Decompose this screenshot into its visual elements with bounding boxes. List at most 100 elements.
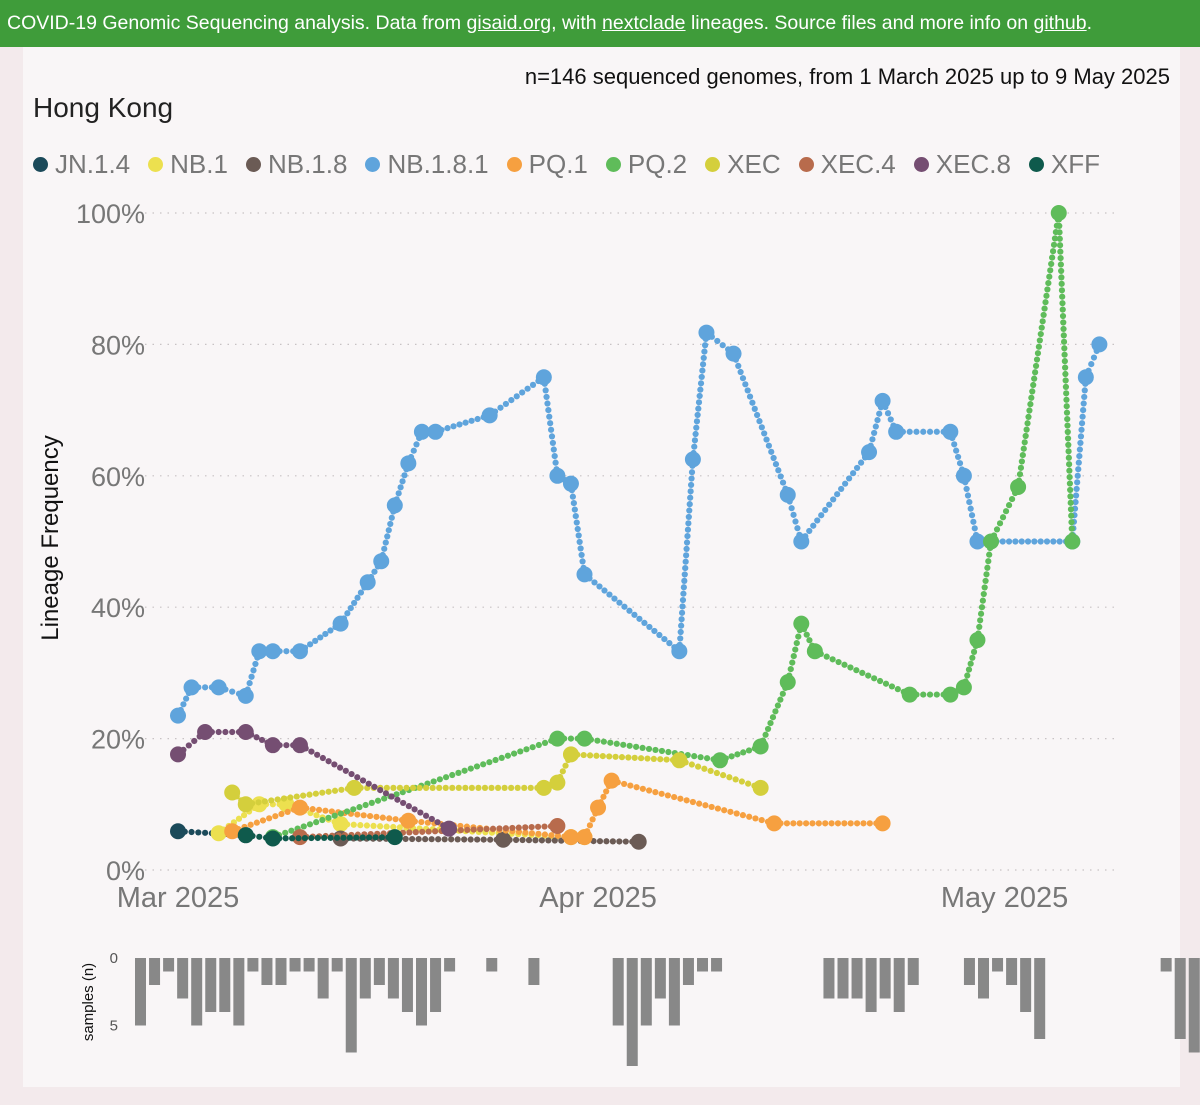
legend-item[interactable]: NB.1.8 — [245, 149, 347, 180]
data-point[interactable] — [549, 817, 566, 834]
data-point[interactable] — [806, 643, 823, 660]
data-point[interactable] — [1077, 369, 1094, 386]
data-point[interactable] — [793, 615, 810, 632]
data-point[interactable] — [373, 553, 390, 570]
legend-item[interactable]: NB.1.8.1 — [365, 149, 489, 180]
data-point[interactable] — [481, 407, 498, 424]
legend-item[interactable]: NB.1 — [148, 149, 228, 180]
data-point[interactable] — [413, 423, 430, 440]
data-point[interactable] — [224, 823, 241, 840]
data-point[interactable] — [942, 686, 959, 703]
data-point[interactable] — [955, 679, 972, 696]
data-point[interactable] — [386, 829, 403, 846]
data-point[interactable] — [549, 467, 566, 484]
line-dot — [742, 381, 749, 388]
data-point[interactable] — [183, 679, 200, 696]
line-dot — [664, 792, 671, 799]
data-point[interactable] — [779, 486, 796, 503]
data-point[interactable] — [210, 825, 227, 842]
sample-bar — [1020, 958, 1032, 1012]
data-point[interactable] — [590, 799, 607, 816]
data-point[interactable] — [1064, 533, 1081, 550]
data-point[interactable] — [969, 533, 986, 550]
data-point[interactable] — [562, 829, 579, 846]
data-point[interactable] — [400, 812, 417, 829]
data-point[interactable] — [888, 423, 905, 440]
data-point[interactable] — [237, 827, 254, 844]
legend-item[interactable]: PQ.1 — [506, 149, 588, 180]
data-point[interactable] — [901, 686, 918, 703]
legend-item[interactable]: XFF — [1028, 149, 1100, 180]
data-point[interactable] — [332, 816, 349, 833]
data-point[interactable] — [698, 324, 715, 341]
data-point[interactable] — [346, 779, 363, 796]
data-point[interactable] — [400, 455, 417, 472]
legend-item[interactable]: JN.1.4 — [33, 149, 130, 180]
line-dot — [333, 834, 341, 841]
data-point[interactable] — [1050, 205, 1067, 221]
data-point[interactable] — [264, 643, 281, 660]
github-link[interactable]: github — [1033, 12, 1087, 34]
data-point[interactable] — [712, 752, 728, 769]
legend-item[interactable]: XEC.4 — [798, 149, 896, 180]
data-point[interactable] — [170, 823, 186, 840]
data-point[interactable] — [535, 369, 552, 386]
data-point[interactable] — [874, 392, 891, 409]
data-point[interactable] — [535, 779, 552, 796]
data-point[interactable] — [983, 533, 999, 550]
data-point[interactable] — [332, 615, 349, 632]
data-point[interactable] — [630, 833, 647, 850]
legend-item[interactable]: PQ.2 — [605, 149, 687, 180]
data-point[interactable] — [237, 796, 254, 813]
data-point[interactable] — [264, 830, 281, 847]
data-point[interactable] — [291, 643, 308, 660]
data-point[interactable] — [427, 423, 444, 440]
data-point[interactable] — [170, 707, 186, 724]
data-point[interactable] — [779, 674, 796, 691]
data-point[interactable] — [549, 774, 566, 791]
data-point[interactable] — [684, 451, 701, 468]
data-point[interactable] — [576, 566, 593, 583]
data-point[interactable] — [969, 632, 986, 649]
data-point[interactable] — [495, 831, 512, 848]
data-point[interactable] — [237, 724, 254, 741]
data-point[interactable] — [576, 730, 593, 747]
data-point[interactable] — [170, 746, 186, 763]
data-point[interactable] — [942, 423, 959, 440]
line-dot — [701, 342, 709, 349]
data-point[interactable] — [224, 784, 241, 801]
data-point[interactable] — [793, 533, 810, 550]
data-point[interactable] — [671, 752, 688, 769]
legend-item[interactable]: XEC.8 — [913, 149, 1011, 180]
data-point[interactable] — [549, 730, 566, 747]
series-lines — [170, 205, 1108, 850]
data-point[interactable] — [197, 724, 214, 741]
data-point[interactable] — [955, 467, 972, 484]
line-dot — [202, 829, 209, 836]
data-point[interactable] — [359, 574, 376, 591]
nextclade-link[interactable]: nextclade — [602, 12, 686, 34]
data-point[interactable] — [562, 475, 579, 492]
data-point[interactable] — [576, 829, 593, 846]
data-point[interactable] — [562, 746, 579, 763]
data-point[interactable] — [251, 643, 268, 660]
data-point[interactable] — [237, 687, 254, 704]
data-point[interactable] — [1010, 478, 1027, 495]
data-point[interactable] — [752, 779, 769, 796]
data-point[interactable] — [386, 497, 403, 514]
data-point[interactable] — [441, 820, 457, 837]
data-point[interactable] — [291, 799, 308, 816]
data-point[interactable] — [766, 815, 783, 832]
gisaid-link[interactable]: gisaid.org — [466, 12, 552, 34]
data-point[interactable] — [291, 737, 308, 754]
data-point[interactable] — [264, 737, 281, 754]
data-point[interactable] — [603, 772, 620, 789]
data-point[interactable] — [671, 643, 688, 660]
data-point[interactable] — [874, 815, 891, 832]
data-point[interactable] — [725, 345, 742, 362]
legend-item[interactable]: XEC — [705, 149, 781, 180]
data-point[interactable] — [1091, 336, 1108, 353]
data-point[interactable] — [752, 738, 769, 755]
data-point[interactable] — [861, 444, 878, 461]
data-point[interactable] — [210, 679, 227, 696]
